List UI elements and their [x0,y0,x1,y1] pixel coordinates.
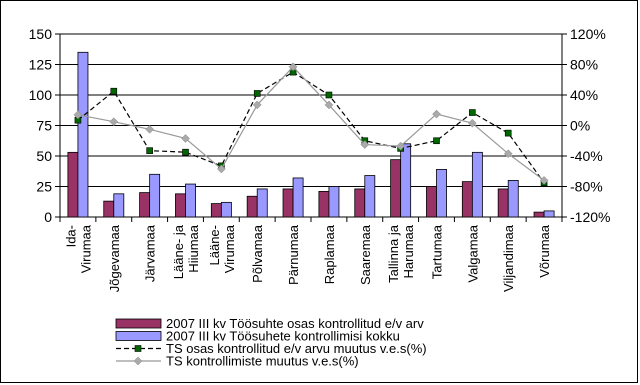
x-tick-label: Põlvamaa [250,224,265,283]
y-left-tick-label: 125 [29,57,53,73]
bar [318,190,330,218]
point-marker [109,117,119,127]
x-tick-label: Saaremaa [358,224,373,285]
bar [507,179,519,218]
point-marker [469,109,476,116]
x-tick-label: Viljandimaa [501,224,516,292]
point-marker [181,134,190,143]
point-marker [432,109,441,119]
y-left-tick-label: 50 [36,148,52,164]
y-left-tick-label: 25 [36,179,52,195]
point-marker [539,176,549,185]
y-right-tick-label: -80% [570,179,603,195]
bar [220,201,232,218]
bar [533,211,545,218]
x-tick-label: Tallinna ja [386,224,401,283]
point-marker [252,100,262,110]
x-tick-label: Valgamaa [465,224,480,282]
y-left-tick-label: 100 [29,87,53,103]
bar [328,186,340,218]
x-tick-label: Jõgevamaa [107,224,122,292]
bar [67,151,79,218]
legend-label: 2007 III kv Töösuhte osas kontrollitud e… [166,316,424,331]
y-right-tick-label: 120% [570,26,606,42]
x-tick-label: Järvamaa [143,224,158,282]
x-tick-label: Lääne- ja [171,224,186,279]
bar [185,183,196,218]
y-right-tick-label: -40% [570,148,603,164]
point-marker [433,137,440,145]
y-left-tick-label: 75 [36,118,52,134]
x-tick-label: Virumaa [222,224,237,273]
point-marker [145,124,154,134]
point-marker [110,87,118,95]
x-tick-label: Tartumaa [430,224,445,279]
point-marker [396,141,405,151]
bar [436,169,447,218]
point-marker [504,129,512,137]
bar [149,173,161,218]
x-tick-label: Lääne- [207,225,222,265]
legend-marker [133,356,143,366]
y-right-tick-label: 40% [570,87,598,103]
bar [77,51,89,218]
point-marker [217,164,226,174]
legend-label: 2007 III kv Töösuhete kontrollimisi kokk… [166,329,400,344]
point-marker [468,118,477,128]
bar [543,210,555,218]
bar [256,188,268,218]
y-right-tick-label: 80% [570,57,598,73]
x-tick-label: Raplamaa [322,224,337,284]
bar [113,193,125,218]
legend-marker [134,345,142,352]
legend-swatch [115,318,162,329]
point-marker [288,62,298,72]
bar [246,195,258,218]
point-marker [146,147,153,154]
point-marker [73,110,83,120]
bar [292,177,304,218]
bar [426,186,437,218]
point-marker [253,90,261,97]
bar [103,200,115,218]
x-tick-label: Pärnumaa [286,224,301,285]
x-tick-label: Hiiumaa [186,224,201,272]
y-right-tick-label: -120% [570,209,610,225]
bar [354,188,366,218]
x-tick-label: Võrumaa [537,224,552,278]
point-marker [360,140,370,149]
legend-label: TS osas kontrollitud e/v arvu muutus v.e… [166,341,427,356]
x-tick-label: Virumaa [78,224,93,273]
point-marker [325,91,333,99]
bar [282,188,294,218]
series-line [77,71,545,184]
bar [139,192,151,218]
bar [400,143,412,218]
bar [364,175,376,218]
legend-label: TS kontrollimiste muutus v.e.s(%) [166,354,359,369]
y-right-tick-label: 0% [570,118,590,134]
y-left-tick-label: 0 [44,209,52,225]
y-left-tick-label: 150 [29,26,53,42]
x-tick-label: Ida- [63,225,78,247]
bar [461,181,473,218]
point-marker [503,149,513,159]
point-marker [182,148,189,156]
x-tick-label: Harumaa [401,224,416,278]
bar [210,203,222,218]
bar [175,193,186,218]
bar [390,159,402,218]
series-line [77,65,545,181]
bar [471,151,483,218]
bar [497,188,509,218]
point-marker [324,100,334,110]
legend-swatch [115,331,162,341]
